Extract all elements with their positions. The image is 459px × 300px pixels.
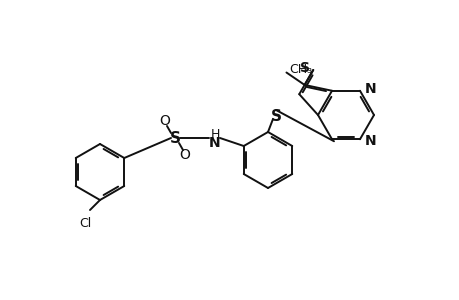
Text: N: N <box>209 136 220 150</box>
Text: N: N <box>364 134 376 148</box>
Text: S: S <box>270 109 281 124</box>
Text: N: N <box>364 82 376 96</box>
Text: CH₃: CH₃ <box>289 63 312 76</box>
Text: O: O <box>159 114 170 128</box>
Text: Cl: Cl <box>78 217 91 230</box>
Text: S: S <box>169 130 180 146</box>
Text: H: H <box>210 128 219 140</box>
Text: O: O <box>179 148 190 162</box>
Text: S: S <box>300 61 309 75</box>
